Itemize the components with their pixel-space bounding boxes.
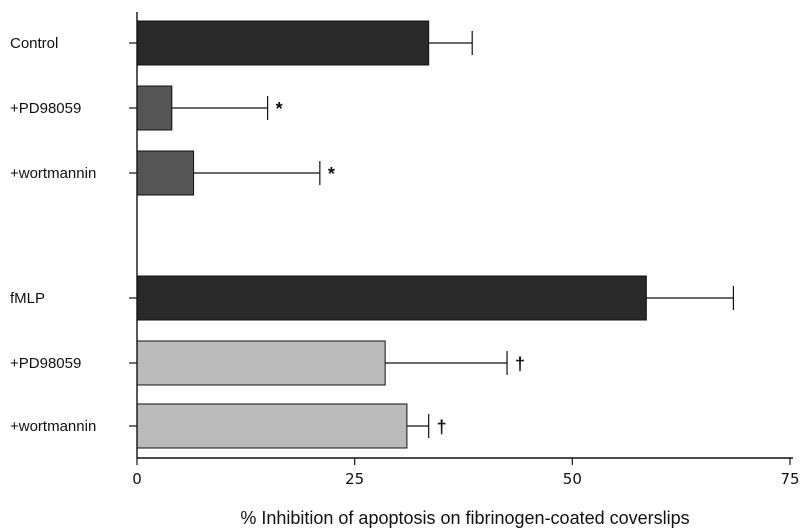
bar [136, 85, 173, 131]
x-tick-label: 50 [563, 470, 582, 488]
category-label: fMLP [10, 290, 45, 307]
bars-layer: * * † † [136, 20, 735, 449]
category-label: +wortmannin [10, 165, 96, 182]
x-tick-label: 25 [345, 470, 364, 488]
axes: Control +PD98059 +wortmannin fMLP +PD98059 +w… [10, 12, 800, 488]
x-axis-title: % Inhibition of apoptosis on fibrinogen-… [240, 508, 689, 528]
bar [136, 275, 647, 321]
bar [136, 150, 195, 196]
category-label: Control [10, 35, 58, 52]
bar [136, 340, 386, 386]
significance-mark: * [276, 99, 283, 119]
x-tick-label: 0 [132, 470, 142, 488]
category-label: +PD98059 [10, 355, 81, 372]
category-label: +wortmannin [10, 418, 96, 435]
bar [136, 20, 430, 66]
bar [136, 403, 408, 449]
significance-mark: † [437, 417, 447, 437]
significance-mark: * [328, 164, 335, 184]
category-label: +PD98059 [10, 100, 81, 117]
x-tick-label: 75 [780, 470, 799, 488]
significance-mark: † [515, 354, 525, 374]
